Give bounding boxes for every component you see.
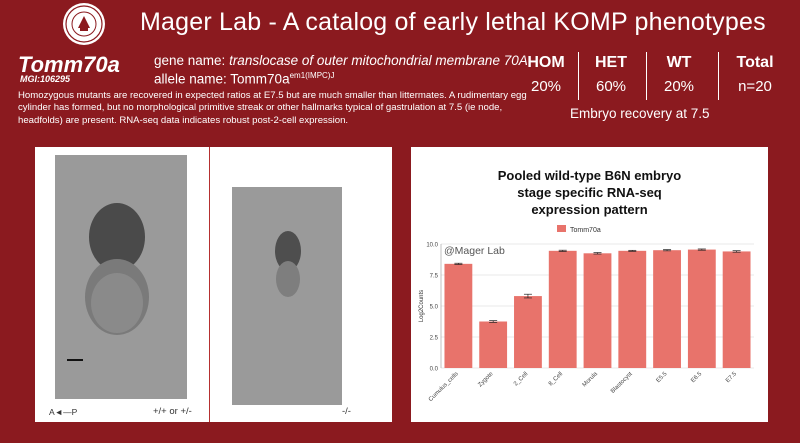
stat-value: 60% — [595, 78, 627, 95]
y-tick-label: 7.5 — [430, 274, 439, 280]
chart-title: Pooled wild-type B6N embryo stage specif… — [411, 167, 768, 218]
rnaseq-chart-panel: Pooled wild-type B6N embryo stage specif… — [411, 147, 768, 422]
mgi-id: MGI:106295 — [20, 74, 71, 84]
bar — [444, 263, 473, 368]
stat-header: HET — [595, 54, 627, 71]
legend-swatch — [557, 225, 566, 232]
control-embryo-photo — [55, 155, 187, 399]
stat-total: Total n=20 — [722, 50, 788, 102]
x-tick-label: E6.5 — [690, 371, 703, 384]
bar-chart: Tomm70a 0.0 2.5 5.0 7.5 10.0 Log2Counts Cumulus… — [419, 225, 754, 403]
stat-wt: WT 20% — [650, 50, 708, 102]
mutant-genotype-label: -/- — [342, 406, 351, 417]
stat-divider — [578, 52, 579, 100]
x-tick-label: Morula — [582, 371, 600, 389]
stat-divider — [718, 52, 719, 100]
image-divider — [209, 147, 210, 422]
y-axis-label: Log2Counts — [419, 290, 425, 322]
university-seal-icon — [63, 3, 105, 45]
bar — [548, 250, 577, 368]
allele-name-prefix: allele name: Tomm70a — [154, 71, 290, 87]
stat-header: WT — [666, 54, 692, 71]
allele-superscript: em1(IMPC)J — [289, 71, 335, 80]
stat-het: HET 60% — [582, 50, 640, 102]
control-genotype-label: +/+ or +/- — [153, 406, 192, 417]
y-tick-label: 10.0 — [426, 243, 438, 249]
y-tick-label: 0.0 — [430, 367, 439, 373]
allele-name: allele name: Tomm70aem1(IMPC)J — [154, 71, 334, 87]
bar — [479, 321, 508, 368]
header: Mager Lab - A catalog of early lethal KO… — [0, 0, 800, 48]
x-tick-label: Zygote — [477, 371, 495, 389]
y-tick-label: 5.0 — [430, 305, 439, 311]
stat-divider — [646, 52, 647, 100]
bar — [653, 250, 681, 368]
x-tick-label: E5.5 — [655, 371, 668, 384]
gene-name-value: translocase of outer mitochondrial membr… — [229, 53, 528, 68]
phenotype-description: Homozygous mutants are recovered in expe… — [18, 90, 527, 126]
embryo-image-panel: A◄—P +/+ or +/- -/- — [35, 147, 392, 422]
x-tick-label: 2_Cell — [513, 371, 529, 387]
chart-title-line: stage specific RNA-seq — [517, 185, 662, 200]
embryo-image-control: A◄—P +/+ or +/- — [35, 147, 209, 422]
gene-symbol: Tomm70a — [18, 52, 120, 77]
stat-hom: HOM 20% — [518, 50, 574, 102]
mutant-embryo-photo — [232, 187, 342, 405]
x-tick-label: Cumulus_cells — [428, 371, 460, 403]
stat-value: 20% — [663, 78, 695, 95]
bar — [583, 253, 612, 368]
bar — [514, 296, 542, 368]
y-tick-label: 2.5 — [430, 336, 439, 342]
recovery-stats: HOM 20% HET 60% WT 20% Total n=20 Embryo… — [518, 50, 800, 140]
stat-value: n=20 — [738, 78, 772, 95]
recovery-label: Embryo recovery at 7.5 — [570, 106, 710, 121]
bar — [618, 250, 647, 368]
x-tick-label: Blastocyst — [610, 371, 634, 395]
control-embryo-shape — [67, 203, 149, 361]
legend-label: Tomm70a — [570, 227, 601, 234]
x-tick-label: E7.5 — [725, 371, 738, 384]
watermark-label: @Mager Lab — [444, 245, 505, 257]
bar — [687, 249, 716, 368]
gene-name-prefix: gene name: — [154, 53, 230, 68]
x-tick-label: 8_Cell — [548, 371, 564, 387]
gene-name: gene name: translocase of outer mitochon… — [154, 53, 528, 68]
mutant-embryo-shape — [275, 231, 301, 297]
axis-orientation-label: A◄—P — [49, 407, 78, 417]
stat-value: 20% — [530, 78, 562, 95]
embryo-image-mutant: -/- — [210, 147, 392, 422]
bar — [722, 251, 751, 368]
chart-title-line: expression pattern — [531, 202, 648, 217]
chart-title-line: Pooled wild-type B6N embryo — [497, 168, 682, 183]
stat-header: HOM — [527, 54, 565, 71]
page-title: Mager Lab - A catalog of early lethal KO… — [140, 8, 766, 36]
stat-header: Total — [736, 54, 774, 71]
